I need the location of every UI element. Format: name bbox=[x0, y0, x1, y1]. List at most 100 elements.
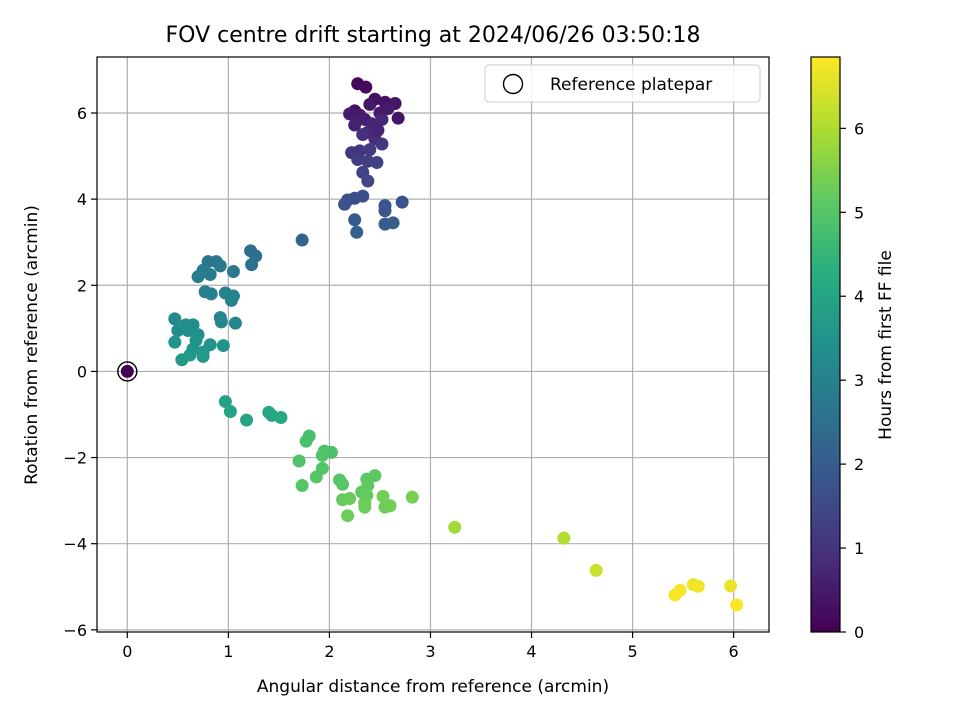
reference-point-ring bbox=[117, 361, 138, 382]
data-point bbox=[361, 174, 375, 188]
data-point bbox=[363, 143, 377, 157]
colorbar-frame bbox=[810, 56, 841, 633]
data-point bbox=[343, 107, 357, 121]
x-tick-label: 6 bbox=[729, 642, 739, 661]
data-point bbox=[292, 454, 306, 468]
data-point bbox=[299, 434, 313, 448]
data-point bbox=[358, 500, 372, 514]
data-point bbox=[203, 268, 217, 282]
legend-marker bbox=[502, 73, 524, 95]
data-point bbox=[295, 479, 309, 493]
data-point bbox=[557, 531, 571, 545]
plot-frame bbox=[96, 56, 770, 633]
data-points bbox=[168, 77, 744, 612]
data-point bbox=[724, 579, 738, 593]
data-point bbox=[376, 489, 390, 503]
x-tick-label: 0 bbox=[122, 642, 132, 661]
data-point bbox=[168, 335, 182, 349]
data-point bbox=[218, 395, 232, 409]
data-point bbox=[171, 324, 185, 338]
data-point bbox=[371, 123, 385, 137]
data-point bbox=[375, 137, 389, 151]
data-point bbox=[359, 80, 373, 94]
data-point bbox=[223, 404, 237, 418]
data-point bbox=[181, 324, 195, 338]
data-point bbox=[395, 195, 409, 209]
x-axis-label: Angular distance from reference (arcmin) bbox=[257, 677, 609, 697]
colorbar-label: Hours from first FF file bbox=[876, 250, 896, 440]
data-point bbox=[338, 197, 352, 211]
legend-label: Reference platepar bbox=[550, 75, 712, 95]
y-axis-label: Rotation from reference (arcmin) bbox=[22, 205, 42, 485]
data-point bbox=[386, 216, 400, 230]
data-point bbox=[363, 97, 377, 111]
data-point bbox=[405, 490, 419, 504]
data-point bbox=[216, 339, 230, 353]
data-point bbox=[336, 477, 350, 491]
y-tick-label: 0 bbox=[77, 362, 87, 381]
data-point bbox=[214, 315, 228, 329]
colorbar-gradient bbox=[811, 57, 840, 632]
y-tick-label: 6 bbox=[77, 104, 87, 123]
data-point bbox=[213, 259, 227, 273]
reference-marker bbox=[117, 361, 138, 382]
x-tick-label: 4 bbox=[526, 642, 536, 661]
data-point bbox=[175, 353, 189, 367]
x-tick-label: 1 bbox=[223, 642, 233, 661]
y-tick-label: 2 bbox=[77, 276, 87, 295]
legend: Reference platepar bbox=[484, 64, 761, 103]
legend-box bbox=[484, 64, 761, 103]
data-point bbox=[196, 349, 210, 363]
data-point bbox=[224, 293, 238, 307]
data-point bbox=[375, 112, 389, 126]
y-tick-label: 4 bbox=[77, 190, 87, 209]
x-tick-label: 2 bbox=[324, 642, 334, 661]
grid-lines bbox=[97, 57, 769, 632]
y-tick-label: −2 bbox=[63, 449, 87, 468]
colorbar-tick-label: 1 bbox=[854, 539, 864, 558]
data-point bbox=[348, 213, 362, 227]
reference-point-dot bbox=[120, 364, 134, 378]
colorbar-tick-label: 4 bbox=[854, 287, 864, 306]
data-point bbox=[343, 491, 357, 505]
data-point bbox=[240, 413, 254, 427]
data-point bbox=[350, 225, 364, 239]
data-point bbox=[448, 520, 462, 534]
data-point bbox=[228, 316, 242, 330]
data-point bbox=[274, 411, 288, 425]
data-point bbox=[691, 579, 705, 593]
x-tick-label: 5 bbox=[627, 642, 637, 661]
data-point bbox=[730, 598, 744, 612]
data-point bbox=[309, 470, 323, 484]
data-point bbox=[383, 499, 397, 513]
x-tick-label: 3 bbox=[425, 642, 435, 661]
data-point bbox=[356, 128, 370, 142]
data-point bbox=[204, 287, 218, 301]
y-axis-ticks: −6 −4 −2 0 2 4 6 bbox=[63, 104, 97, 640]
data-point bbox=[295, 233, 309, 247]
data-point bbox=[368, 469, 382, 483]
colorbar-tick-label: 0 bbox=[854, 623, 864, 642]
data-point bbox=[589, 563, 603, 577]
data-point bbox=[226, 264, 240, 278]
chart-title: FOV centre drift starting at 2024/06/26 … bbox=[166, 23, 701, 48]
colorbar-tick-label: 2 bbox=[854, 455, 864, 474]
y-tick-label: −6 bbox=[63, 621, 87, 640]
data-point bbox=[668, 588, 682, 602]
data-point bbox=[348, 118, 362, 132]
data-point bbox=[341, 509, 355, 523]
data-point bbox=[391, 111, 405, 125]
x-axis-ticks: 0 1 2 3 4 5 6 bbox=[122, 632, 739, 661]
data-point bbox=[168, 312, 182, 326]
y-tick-label: −4 bbox=[63, 535, 87, 554]
data-point bbox=[381, 102, 395, 116]
colorbar-tick-label: 5 bbox=[854, 203, 864, 222]
data-point bbox=[191, 270, 205, 284]
data-point bbox=[245, 258, 259, 272]
data-point bbox=[378, 204, 392, 218]
data-point bbox=[315, 448, 329, 462]
colorbar: 0 1 2 3 4 5 6 Hours from first FF file bbox=[810, 56, 896, 642]
data-point bbox=[370, 156, 384, 170]
colorbar-ticks: 0 1 2 3 4 5 6 bbox=[840, 119, 864, 642]
